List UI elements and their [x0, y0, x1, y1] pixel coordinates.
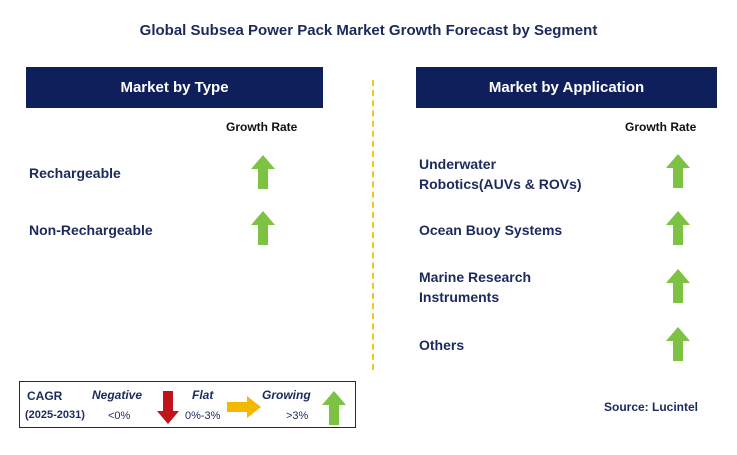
segment-ocean-buoy-systems: Ocean Buoy Systems: [419, 222, 563, 238]
market-by-application-header: Market by Application: [416, 67, 717, 108]
negative-arrow-icon: [157, 391, 179, 424]
flat-arrow-icon: [227, 396, 261, 418]
growing-arrow-icon: [666, 327, 690, 361]
type-growth-rate-label: Growth Rate: [226, 120, 298, 134]
growing-arrow-icon: [322, 391, 346, 425]
market-by-type-header: Market by Type: [26, 67, 323, 108]
legend-growing-range: >3%: [286, 410, 309, 422]
legend-negative-range: <0%: [108, 410, 131, 422]
growing-arrow-icon: [666, 154, 690, 188]
legend-growing-label: Growing: [262, 388, 311, 402]
segment-marine-research-instruments: Marine Research Instruments: [419, 269, 532, 305]
segment-rechargeable: Rechargeable: [29, 165, 121, 181]
legend-cagr-label: CAGR: [27, 389, 63, 403]
page-title: Global Subsea Power Pack Market Growth F…: [139, 22, 598, 39]
segment-others: Others: [419, 337, 465, 353]
legend-period-label: (2025-2031): [25, 409, 85, 421]
growing-arrow-icon: [251, 155, 275, 189]
panel-divider: [372, 80, 374, 370]
legend-flat-range: 0%-3%: [185, 410, 221, 422]
legend-negative-label: Negative: [92, 388, 143, 402]
cagr-legend: [19, 381, 356, 428]
legend-flat-label: Flat: [192, 388, 214, 402]
growing-arrow-icon: [251, 211, 275, 245]
segment-non-rechargeable: Non-Rechargeable: [29, 222, 153, 238]
growing-arrow-icon: [666, 269, 690, 303]
source-label: Source: Lucintel: [604, 400, 699, 414]
segment-underwater-robotics: Underwater Robotics(AUVs & ROVs): [419, 156, 582, 192]
application-growth-rate-label: Growth Rate: [625, 120, 697, 134]
growing-arrow-icon: [666, 211, 690, 245]
